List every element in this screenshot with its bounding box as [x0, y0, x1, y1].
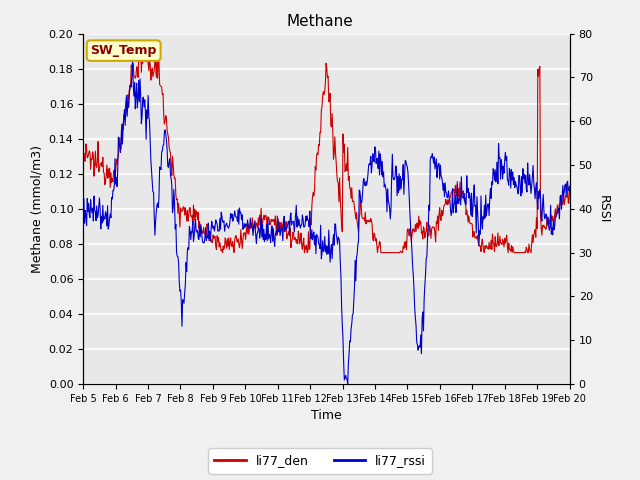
- X-axis label: Time: Time: [311, 409, 342, 422]
- Y-axis label: Methane (mmol/m3): Methane (mmol/m3): [30, 145, 43, 273]
- Legend: li77_den, li77_rssi: li77_den, li77_rssi: [208, 448, 432, 474]
- Text: SW_Temp: SW_Temp: [90, 44, 157, 57]
- Y-axis label: RSSI: RSSI: [596, 194, 609, 223]
- Text: Methane: Methane: [287, 14, 353, 29]
